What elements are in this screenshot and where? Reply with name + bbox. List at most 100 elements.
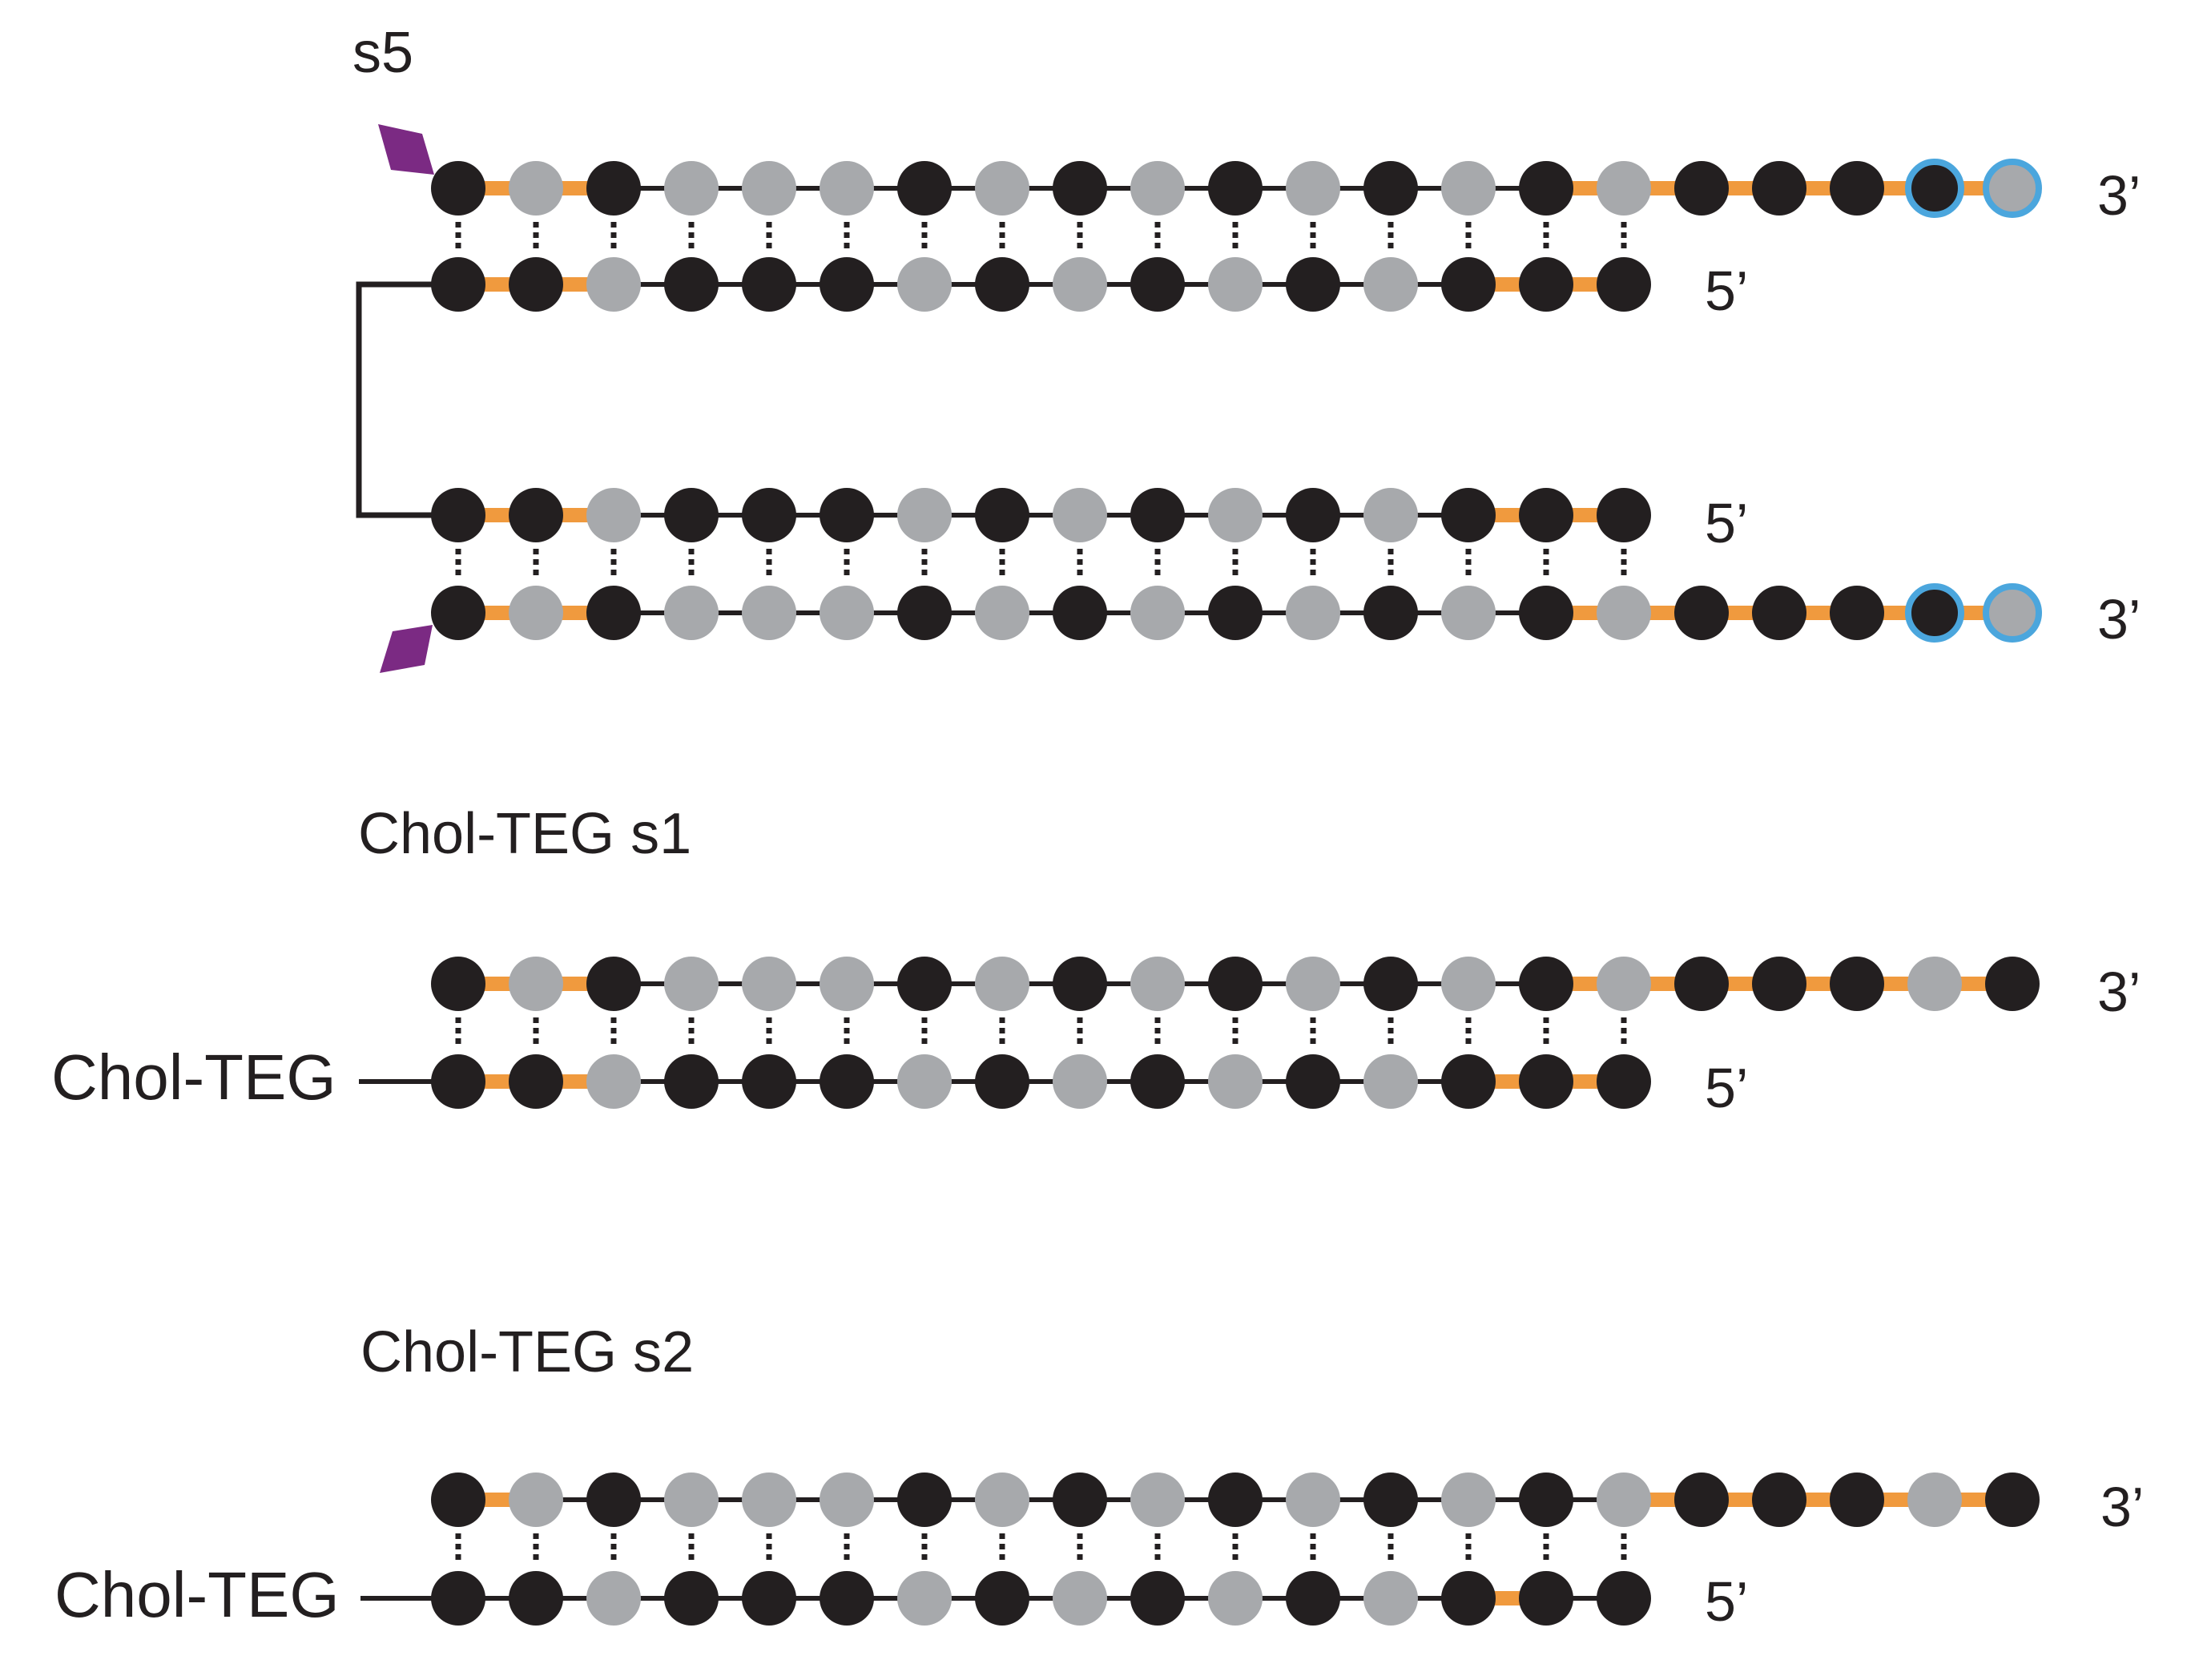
nucleotide-light xyxy=(820,957,874,1011)
nucleotide-dark xyxy=(1286,1571,1340,1626)
branched-linker xyxy=(356,281,458,518)
nucleotide-light-ringed xyxy=(1983,583,2042,643)
vinylphosphonate-marker-icon xyxy=(378,124,434,175)
nucleotide-light-ringed xyxy=(1983,159,2042,218)
duplex-s5-1: 3’ 5’ xyxy=(431,159,2141,322)
nucleotide-light xyxy=(1286,161,1340,216)
nucleotide-dark xyxy=(975,488,1029,542)
construct-title-chol-teg-s2: Chol-TEG s2 xyxy=(360,1320,694,1384)
base-pair-ticks xyxy=(455,1533,1627,1565)
nucleotide-dark xyxy=(431,957,485,1011)
nucleotide-light xyxy=(664,161,719,216)
nucleotide-light xyxy=(586,488,641,542)
nucleotide-light xyxy=(742,586,796,640)
nucleotide-dark xyxy=(586,161,641,216)
nucleotide-dark xyxy=(1363,957,1418,1011)
nucleotide-dark xyxy=(1441,257,1496,312)
nucleotide-dark xyxy=(1752,957,1806,1011)
nucleotide-light xyxy=(1130,161,1185,216)
nucleotide-dark xyxy=(1674,161,1729,216)
nucleotide-dark xyxy=(1441,488,1496,542)
nucleotide-light xyxy=(664,957,719,1011)
nucleotide-dark xyxy=(1286,1054,1340,1109)
nucleotide-light xyxy=(1208,1054,1263,1109)
nucleotide-light xyxy=(1053,1054,1107,1109)
nucleotide-dark xyxy=(1519,488,1573,542)
nucleotide-dark xyxy=(1208,957,1263,1011)
nucleotide-dark xyxy=(1674,957,1729,1011)
nucleotide-dark xyxy=(1597,1571,1651,1626)
five-prime-label: 5’ xyxy=(1705,260,1748,322)
base-pair-ticks xyxy=(455,549,1627,579)
duplex-chol-teg-s2: 3’ 5’ Chol-TEG xyxy=(54,1473,2144,1633)
five-prime-label: 5’ xyxy=(1705,1057,1748,1119)
nucleotide-dark xyxy=(664,1571,719,1626)
nucleotide-light xyxy=(1286,586,1340,640)
nucleotide-dark xyxy=(742,257,796,312)
three-prime-label: 3’ xyxy=(2100,1476,2144,1538)
nucleotide-dark xyxy=(975,257,1029,312)
nucleotide-dark xyxy=(1519,586,1573,640)
nucleotide-dark xyxy=(1597,488,1651,542)
nucleotide-dark xyxy=(1830,586,1884,640)
nucleotide-dark xyxy=(509,1571,563,1626)
nucleotide-light xyxy=(1441,1473,1496,1527)
nucleotide-dark xyxy=(1597,1054,1651,1109)
nucleotide-light xyxy=(1597,161,1651,216)
nucleotide-light xyxy=(1208,1571,1263,1626)
guide-strand xyxy=(431,1473,2040,1527)
duplex-s5-2: 3’ 5’ xyxy=(431,488,2141,651)
nucleotide-dark xyxy=(1519,161,1573,216)
nucleotide-dark xyxy=(1519,1571,1573,1626)
nucleotide-dark xyxy=(975,1054,1029,1109)
nucleotide-light xyxy=(1130,957,1185,1011)
nucleotide-dark xyxy=(586,1473,641,1527)
nucleotide-dark xyxy=(1286,257,1340,312)
nucleotide-dark xyxy=(431,586,485,640)
nucleotide-light xyxy=(975,957,1029,1011)
nucleotide-dark xyxy=(1830,1473,1884,1527)
nucleotide-dark xyxy=(664,257,719,312)
nucleotide-light xyxy=(1130,586,1185,640)
nucleotide-dark xyxy=(1363,586,1418,640)
nucleotide-dark xyxy=(1752,161,1806,216)
nucleotide-light xyxy=(820,1473,874,1527)
nucleotide-light xyxy=(664,1473,719,1527)
nucleotide-light xyxy=(897,1054,952,1109)
nucleotide-dark xyxy=(742,1054,796,1109)
nucleotide-dark xyxy=(664,1054,719,1109)
nucleotide-dark xyxy=(1053,957,1107,1011)
five-prime-label: 5’ xyxy=(1705,492,1748,554)
nucleotide-dark xyxy=(1053,161,1107,216)
nucleotide-light xyxy=(1208,257,1263,312)
nucleotide-dark xyxy=(1363,1473,1418,1527)
nucleotide-dark xyxy=(1208,161,1263,216)
nucleotide-light xyxy=(897,1571,952,1626)
nucleotide-dark xyxy=(820,1571,874,1626)
nucleotide-light xyxy=(975,586,1029,640)
nucleotide-light xyxy=(1597,957,1651,1011)
nucleotide-dark xyxy=(1286,488,1340,542)
nucleotide-light xyxy=(897,257,952,312)
nucleotide-light xyxy=(664,586,719,640)
nucleotide-dark xyxy=(1597,257,1651,312)
guide-strand xyxy=(431,159,2042,218)
nucleotide-dark xyxy=(1441,1571,1496,1626)
chol-teg-conjugate-label: Chol-TEG xyxy=(51,1041,336,1113)
chol-teg-conjugate-label: Chol-TEG xyxy=(54,1559,340,1630)
nucleotide-light xyxy=(975,161,1029,216)
nucleotide-dark xyxy=(1130,488,1185,542)
nucleotide-light xyxy=(742,161,796,216)
nucleotide-light xyxy=(509,161,563,216)
nucleotide-dark xyxy=(1674,1473,1729,1527)
nucleotide-dark xyxy=(1519,257,1573,312)
nucleotide-dark xyxy=(897,161,952,216)
nucleotide-dark xyxy=(1208,586,1263,640)
nucleotide-light xyxy=(975,1473,1029,1527)
nucleotide-light xyxy=(1597,586,1651,640)
nucleotide-dark xyxy=(1130,1571,1185,1626)
construct-title-s5: s5 xyxy=(352,21,413,85)
nucleotide-light xyxy=(1053,257,1107,312)
nucleotide-light xyxy=(1363,488,1418,542)
nucleotide-dark xyxy=(1830,161,1884,216)
